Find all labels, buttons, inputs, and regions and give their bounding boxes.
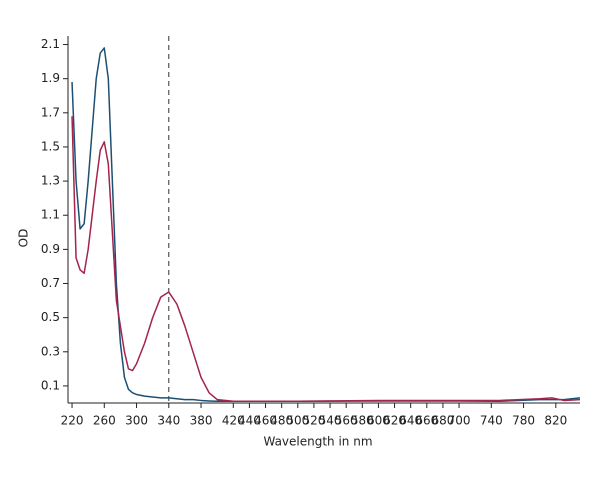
x-tick-label: 780 <box>512 414 535 428</box>
x-tick-label: 820 <box>544 414 567 428</box>
x-tick-label: 600 <box>367 414 390 428</box>
series-line <box>71 47 581 403</box>
y-tick-label: 0.3 <box>41 344 60 358</box>
y-tick-label: 0.5 <box>41 310 60 324</box>
y-tick-label: 0.9 <box>41 242 60 256</box>
x-tick-label: 560 <box>335 414 358 428</box>
x-tick-label: 300 <box>125 414 148 428</box>
y-tick-label: 0.7 <box>41 276 60 290</box>
x-tick-label: 700 <box>448 414 471 428</box>
x-tick-label: 680 <box>431 414 454 428</box>
x-tick-label: 460 <box>254 414 277 428</box>
y-axis-label: OD <box>17 229 31 248</box>
x-tick-label: 540 <box>319 414 342 428</box>
x-tick-label: 260 <box>93 414 116 428</box>
y-tick-label: 1.5 <box>41 139 60 153</box>
y-tick-label: 0.1 <box>41 378 60 392</box>
y-tick-label: 1.1 <box>41 208 60 222</box>
x-tick-label: 480 <box>270 414 293 428</box>
x-tick-label: 660 <box>415 414 438 428</box>
y-tick-label: 2.1 <box>41 37 60 51</box>
x-tick-label: 640 <box>399 414 422 428</box>
x-tick-label: 500 <box>286 414 309 428</box>
series-line <box>71 116 581 403</box>
y-tick-label: 1.3 <box>41 174 60 188</box>
x-tick-label: 580 <box>351 414 374 428</box>
x-tick-label: 440 <box>238 414 261 428</box>
x-tick-label: 620 <box>383 414 406 428</box>
x-tick-label: 340 <box>157 414 180 428</box>
x-axis-label: Wavelength in nm <box>263 435 372 449</box>
y-tick-label: 1.7 <box>41 105 60 119</box>
y-tick-label: 1.9 <box>41 71 60 85</box>
x-tick-label: 380 <box>190 414 213 428</box>
x-tick-label: 740 <box>480 414 503 428</box>
x-tick-label: 220 <box>61 414 84 428</box>
x-tick-label: 420 <box>222 414 245 428</box>
x-tick-label: 520 <box>302 414 325 428</box>
